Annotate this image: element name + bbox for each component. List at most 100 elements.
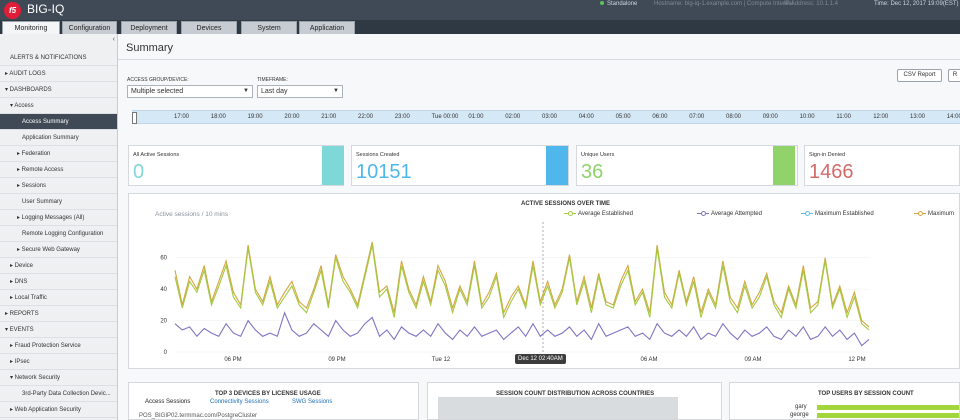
country-distribution-title: SESSION COUNT DISTRIBUTION ACROSS COUNTR… [496,391,655,397]
sidebar-item-dashboards[interactable]: ▾ DASHBOARDS [0,82,117,98]
tab-swg-sessions[interactable]: SWG Sessions [292,399,333,405]
timeline-tick-label: 20:00 [284,114,300,120]
collapse-sidebar-icon[interactable]: ‹ [112,36,115,43]
top-devices-title: TOP 3 DEVICES BY LICENSE USAGE [215,391,321,397]
card-sessions-created[interactable]: Sessions Created 10151 [351,145,569,186]
status-dot-icon [600,1,604,5]
card-value: 36 [581,161,604,183]
sidebar-item-dns[interactable]: ▸ DNS [0,274,117,290]
sidebar-item-remote-logging[interactable]: Remote Logging Configuration [0,226,117,242]
user-bar[interactable] [817,405,959,410]
timeline-tick-label: 19:00 [247,114,263,120]
country-distribution-panel: SESSION COUNT DISTRIBUTION ACROSS COUNTR… [427,382,722,420]
access-group-select[interactable]: Multiple selected ▼ [127,85,253,98]
card-label: Sign-in Denied [809,152,846,158]
card-sign-in-denied[interactable]: Sign-in Denied 1466 [804,145,960,186]
active-sessions-panel: ACTIVE SESSIONS OVER TIME Average Establ… [128,193,960,369]
ip-text: IP Address: 10.1.1.4 [784,1,838,7]
card-active-sessions[interactable]: All Active Sessions 0 [128,145,344,186]
timeline-tick-label: 21:00 [321,114,337,120]
sidebar-item-logging-messages[interactable]: ▸ Logging Messages (All) [0,210,117,226]
tab-connectivity-sessions[interactable]: Connectivity Sessions [210,399,269,405]
timeline-tick-label: 22:00 [358,114,374,120]
tab-deployment[interactable]: Deployment [121,21,177,34]
status-indicator: Standalone [600,1,637,7]
x-tick-label: 12 PM [848,357,865,363]
timeline-handle[interactable] [132,112,137,124]
timeline-tick-label: 14:00 [946,114,960,120]
legend-average-attempted[interactable]: Average Attempted [697,210,762,217]
sidebar-item-access-summary[interactable]: Access Summary [0,114,117,130]
sidebar-item-remote-access[interactable]: ▸ Remote Access [0,162,117,178]
timeline-tick-label: 04:00 [578,114,594,120]
y-tick-label: 60 [160,256,167,262]
card-unique-users[interactable]: Unique Users 36 [576,145,798,186]
tab-configuration[interactable]: Configuration [62,21,117,34]
sidebar-item-application-summary[interactable]: Application Summary [0,130,117,146]
device-row: POS_BIGIP02.termmac.com/PostgreCluster [139,413,258,419]
sidebar-item-device[interactable]: ▸ Device [0,258,117,274]
main-tabs: Monitoring Configuration Deployment Devi… [0,20,960,34]
sidebar-item-ipsec[interactable]: ▸ IPsec [0,354,117,370]
timeline-tick-label: 11:00 [836,114,851,120]
world-map[interactable] [438,397,678,419]
timeframe-select[interactable]: Last day ▼ [257,85,343,98]
legend-maximum-established[interactable]: Maximum Established [801,210,874,217]
timeline-tick-label: 01:00 [468,114,484,120]
x-tick-label: Tue 12 [432,357,451,363]
sidebar-item-secure-web-gateway[interactable]: ▸ Secure Web Gateway [0,242,117,258]
top-devices-panel: TOP 3 DEVICES BY LICENSE USAGE Access Se… [128,382,419,420]
sidebar-item-alerts[interactable]: ALERTS & NOTIFICATIONS [0,50,117,66]
tab-monitoring[interactable]: Monitoring [2,21,60,34]
series-line-average-established [174,244,870,331]
access-group-label: ACCESS GROUP/DEVICE: [127,77,189,83]
chart-subtitle: Active sessions / 10 mins [155,211,228,218]
user-label: gary [795,404,807,410]
refresh-button[interactable]: R [948,69,960,82]
sidebar-item-local-traffic[interactable]: ▸ Local Traffic [0,290,117,306]
timeline-tick-label: 07:00 [689,114,705,120]
sidebar-item-network-security[interactable]: ▾ Network Security [0,370,117,386]
top-users-panel: TOP USERS BY SESSION COUNT gary george [729,382,960,420]
sidebar-item-fraud-protection[interactable]: ▸ Fraud Protection Service [0,338,117,354]
timeline-tick-label: 09:00 [762,114,778,120]
user-label: george [790,412,809,418]
title-divider [118,59,960,60]
timeline-tick-label: 12:00 [873,114,889,120]
card-label: All Active Sessions [133,152,180,158]
sidebar-item-federation[interactable]: ▸ Federation [0,146,117,162]
card-color-bar [546,146,568,185]
timeline-tick-label: 06:00 [652,114,668,120]
user-bar[interactable] [817,413,959,418]
sidebar-item-web-app-security[interactable]: ▸ Web Application Security [0,402,117,418]
top-users-title: TOP USERS BY SESSION COUNT [818,391,914,397]
y-tick-label: 40 [160,287,167,293]
y-tick-label: 20 [160,319,167,325]
page-title: Summary [126,42,174,54]
tab-application[interactable]: Application [299,21,355,34]
x-tick-label: 09 AM [744,357,761,363]
sidebar-item-sessions[interactable]: ▸ Sessions [0,178,117,194]
sidebar-item-access[interactable]: ▾ Access [0,98,117,114]
y-tick-label: 0 [164,350,168,356]
x-tick-label: 06 AM [640,357,657,363]
sidebar-item-user-summary[interactable]: User Summary [0,194,117,210]
card-value: 10151 [356,161,412,183]
card-color-bar [773,146,795,185]
tab-system[interactable]: System [241,21,297,34]
tab-access-sessions[interactable]: Access Sessions [145,399,191,405]
timeline-tick-label: 05:00 [615,114,631,120]
legend-average-established[interactable]: Average Established [564,210,633,217]
sidebar-item-events[interactable]: ▾ EVENTS [0,322,117,338]
csv-report-button[interactable]: CSV Report [897,69,942,82]
sidebar-item-third-party[interactable]: 3rd-Party Data Collection Devic... [0,386,117,402]
timeline-tick-label: 10:00 [799,114,815,120]
card-value: 0 [133,161,145,183]
timeline-slider[interactable]: 17:00 18:00 19:00 20:00 21:00 22:00 23:00 Tue 0… [132,110,960,124]
f5-logo-icon: f5 [4,2,21,19]
sidebar-item-audit-logs[interactable]: ▸ AUDIT LOGS [0,66,117,82]
legend-maximum[interactable]: Maximum [914,210,954,217]
sidebar-item-reports[interactable]: ▸ REPORTS [0,306,117,322]
tab-devices[interactable]: Devices [181,21,237,34]
